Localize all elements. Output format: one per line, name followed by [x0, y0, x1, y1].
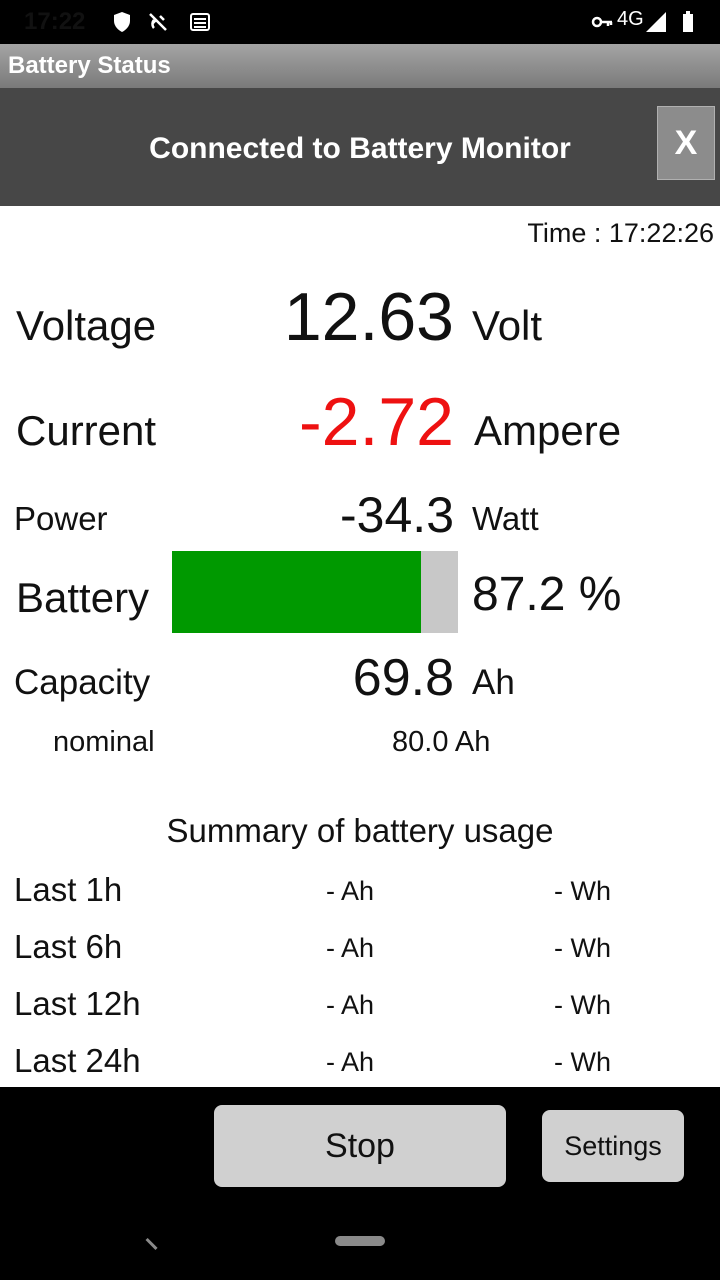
summary-row-ah: - Ah	[326, 933, 375, 963]
storage-icon	[190, 13, 210, 31]
current-unit: Ampere	[474, 407, 622, 454]
voltage-unit: Volt	[472, 302, 543, 349]
power-value: -34.3	[340, 487, 454, 543]
summary-row-wh: - Wh	[554, 990, 611, 1020]
summary-row-ah: - Ah	[326, 876, 375, 906]
summary-row-label: Last 1h	[14, 871, 123, 908]
battery-level-bar	[172, 551, 458, 633]
no-satellite-icon	[149, 13, 167, 31]
summary-title: Summary of battery usage	[166, 812, 554, 849]
app-title-bar	[0, 44, 720, 88]
nominal-value: 80.0 Ah	[392, 726, 491, 758]
summary-row-label: Last 24h	[14, 1042, 141, 1079]
summary-row-wh: - Wh	[554, 876, 611, 906]
connection-banner	[0, 88, 720, 206]
battery-icon	[683, 11, 693, 32]
nominal-label: nominal	[53, 726, 155, 758]
capacity-label: Capacity	[14, 663, 151, 702]
status-time: 17:22	[24, 8, 86, 35]
battery-percent: 87.2 %	[472, 568, 622, 621]
capacity-value: 69.8	[352, 649, 454, 707]
power-label: Power	[14, 500, 108, 537]
summary-row-label: Last 6h	[14, 928, 123, 965]
summary-row-label: Last 12h	[14, 985, 141, 1022]
summary-row-ah: - Ah	[326, 1047, 375, 1077]
nav-home-icon[interactable]	[335, 1236, 385, 1246]
current-label: Current	[16, 407, 157, 454]
close-button[interactable]: X	[657, 106, 715, 180]
vpn-key-icon	[591, 16, 613, 28]
settings-button[interactable]: Settings	[542, 1110, 684, 1182]
app-title: Battery Status	[8, 52, 171, 79]
network-type: 4G	[617, 8, 644, 30]
connection-status: Connected to Battery Monitor	[149, 132, 571, 165]
stop-button[interactable]: Stop	[214, 1105, 506, 1187]
summary-row-ah: - Ah	[326, 990, 375, 1020]
current-time: Time : 17:22:26	[527, 218, 714, 248]
summary-row-wh: - Wh	[554, 933, 611, 963]
battery-level-fill	[172, 551, 422, 633]
signal-icon	[646, 12, 666, 32]
current-value: -2.72	[299, 384, 454, 460]
battery-label: Battery	[16, 574, 150, 621]
shield-icon	[114, 12, 130, 32]
summary-row-wh: - Wh	[554, 1047, 611, 1077]
voltage-label: Voltage	[16, 302, 157, 349]
voltage-value: 12.63	[283, 279, 454, 355]
power-unit: Watt	[472, 500, 539, 537]
capacity-unit: Ah	[472, 663, 515, 702]
